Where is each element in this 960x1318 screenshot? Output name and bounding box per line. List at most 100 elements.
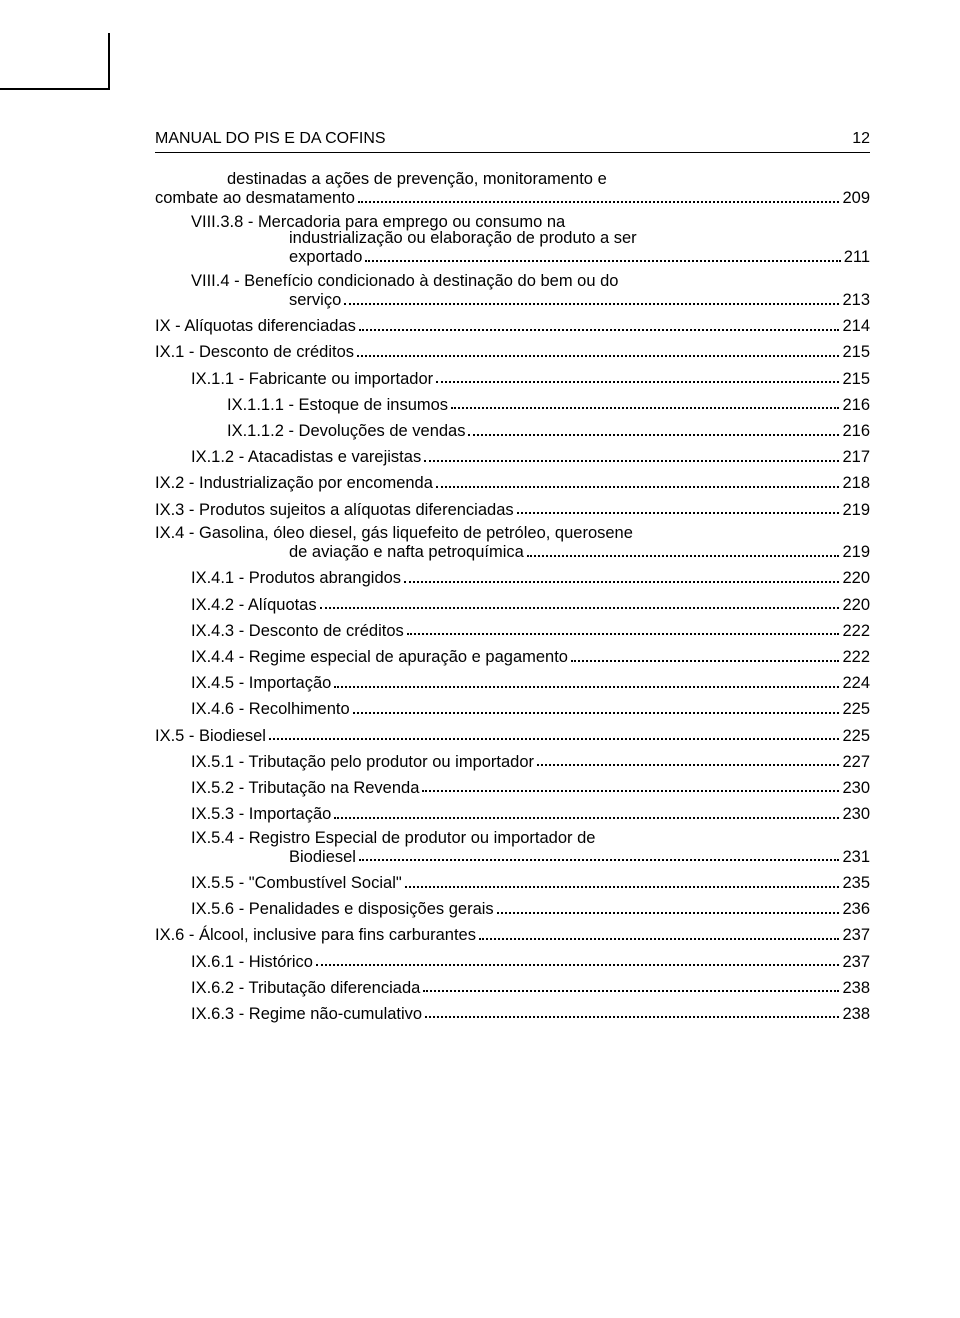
toc-entry-label: IX.1.1 - Fabricante ou importador xyxy=(191,371,433,388)
toc-entry: IX.5.4 - Registro Especial de produtor o… xyxy=(155,830,870,847)
toc-entry-label: industrialização ou elaboração de produt… xyxy=(289,230,637,247)
toc-entry-label: IX.6.2 - Tributação diferenciada xyxy=(191,980,420,997)
toc-entry: exportado 211 xyxy=(155,247,870,266)
toc-entry-label: IX.5.6 - Penalidades e disposições gerai… xyxy=(191,901,494,918)
toc-entry-label: IX.1.2 - Atacadistas e varejistas xyxy=(191,449,421,466)
toc-entry-page: 222 xyxy=(842,649,870,666)
toc-entry: IX.5.1 - Tributação pelo produtor ou imp… xyxy=(155,751,870,770)
toc-entry-page: 215 xyxy=(842,344,870,361)
toc-dot-leader xyxy=(425,1003,839,1018)
toc-entry-page: 224 xyxy=(842,675,870,692)
table-of-contents: destinadas a ações de prevenção, monitor… xyxy=(155,171,870,1022)
crop-mark xyxy=(0,48,110,90)
toc-entry-label: VIII.4 - Benefício condicionado à destin… xyxy=(191,273,618,290)
toc-entry: IX.2 - Industrialização por encomenda218 xyxy=(155,473,870,492)
toc-entry: IX.6.3 - Regime não-cumulativo238 xyxy=(155,1003,870,1022)
toc-dot-leader xyxy=(359,316,840,331)
toc-dot-leader xyxy=(344,289,839,304)
toc-entry-page: 219 xyxy=(842,502,870,519)
toc-entry-label: combate ao desmatamento xyxy=(155,190,355,207)
toc-entry-label: IX.4.5 - Importação xyxy=(191,675,331,692)
toc-entry-page: 213 xyxy=(842,292,870,309)
toc-entry-label: IX.4 - Gasolina, óleo diesel, gás liquef… xyxy=(155,525,633,542)
toc-dot-leader xyxy=(334,803,839,818)
toc-entry-page: 220 xyxy=(842,570,870,587)
toc-entry-page: 211 xyxy=(844,249,870,266)
toc-entry: IX.3 - Produtos sujeitos a alíquotas dif… xyxy=(155,499,870,518)
toc-entry-label: IX.4.6 - Recolhimento xyxy=(191,701,350,718)
toc-entry-label: IX.1.1.2 - Devoluções de vendas xyxy=(227,423,465,440)
toc-entry: IX.1.2 - Atacadistas e varejistas217 xyxy=(155,447,870,466)
toc-entry: IX.1 - Desconto de créditos 215 xyxy=(155,342,870,361)
toc-entry-label: IX - Alíquotas diferenciadas xyxy=(155,318,356,335)
toc-entry: IX.4.1 - Produtos abrangidos220 xyxy=(155,568,870,587)
toc-entry: IX.1.1 - Fabricante ou importador 215 xyxy=(155,368,870,387)
toc-dot-leader xyxy=(571,646,839,661)
toc-entry: IX.4.5 - Importação 224 xyxy=(155,673,870,692)
toc-entry-label: IX.5.2 - Tributação na Revenda xyxy=(191,780,419,797)
toc-dot-leader xyxy=(537,751,839,766)
toc-entry-page: 215 xyxy=(842,371,870,388)
toc-dot-leader xyxy=(423,977,839,992)
toc-entry: IX.6.2 - Tributação diferenciada 238 xyxy=(155,977,870,996)
toc-entry-label: exportado xyxy=(289,249,362,266)
toc-entry-page: 214 xyxy=(842,318,870,335)
toc-dot-leader xyxy=(497,899,840,914)
toc-dot-leader xyxy=(358,188,840,203)
toc-entry-label: Biodiesel xyxy=(289,849,356,866)
toc-entry-label: IX.5.5 - "Combustível Social" xyxy=(191,875,402,892)
toc-entry-label: IX.4.3 - Desconto de créditos xyxy=(191,623,404,640)
toc-entry-page: 227 xyxy=(842,754,870,771)
toc-dot-leader xyxy=(320,594,840,609)
toc-entry-page: 237 xyxy=(842,954,870,971)
toc-entry: IX.1.1.2 - Devoluções de vendas 216 xyxy=(155,420,870,439)
toc-entry-label: IX.1 - Desconto de créditos xyxy=(155,344,354,361)
toc-dot-leader xyxy=(404,568,839,583)
toc-entry-page: 216 xyxy=(842,397,870,414)
toc-dot-leader xyxy=(407,620,840,635)
toc-dot-leader xyxy=(424,447,839,462)
running-header: MANUAL DO PIS E DA COFINS 12 xyxy=(155,130,870,153)
toc-entry: IX.5 - Biodiesel 225 xyxy=(155,725,870,744)
header-title: MANUAL DO PIS E DA COFINS xyxy=(155,130,842,148)
toc-entry-label: IX.4.2 - Alíquotas xyxy=(191,597,317,614)
toc-entry-page: 225 xyxy=(842,701,870,718)
toc-entry: Biodiesel231 xyxy=(155,846,870,865)
toc-dot-leader xyxy=(436,368,839,383)
toc-entry-page: 237 xyxy=(842,927,870,944)
toc-dot-leader xyxy=(334,673,839,688)
toc-entry-page: 216 xyxy=(842,423,870,440)
toc-entry-page: 218 xyxy=(842,475,870,492)
toc-entry-page: 230 xyxy=(842,780,870,797)
toc-entry: industrialização ou elaboração de produt… xyxy=(155,230,870,247)
toc-entry-page: 209 xyxy=(842,190,870,207)
toc-entry-label: IX.6.1 - Histórico xyxy=(191,954,313,971)
toc-entry-label: serviço xyxy=(289,292,341,309)
toc-entry-label: VIII.3.8 - Mercadoria para emprego ou co… xyxy=(191,214,565,231)
toc-dot-leader xyxy=(316,951,840,966)
toc-entry: serviço 213 xyxy=(155,289,870,308)
toc-entry: IX.5.5 - "Combustível Social" 235 xyxy=(155,872,870,891)
toc-entry-page: 220 xyxy=(842,597,870,614)
toc-entry: destinadas a ações de prevenção, monitor… xyxy=(155,171,870,188)
toc-entry: IX.5.3 - Importação230 xyxy=(155,803,870,822)
toc-entry: IX.6.1 - Histórico 237 xyxy=(155,951,870,970)
toc-entry-page: 230 xyxy=(842,806,870,823)
toc-entry-label: IX.5 - Biodiesel xyxy=(155,728,266,745)
toc-entry: IX.1.1.1 - Estoque de insumos 216 xyxy=(155,394,870,413)
toc-entry-page: 238 xyxy=(842,1006,870,1023)
toc-entry: IX - Alíquotas diferenciadas 214 xyxy=(155,316,870,335)
toc-entry-page: 235 xyxy=(842,875,870,892)
toc-entry-page: 238 xyxy=(842,980,870,997)
toc-dot-leader xyxy=(405,872,840,887)
toc-entry: VIII.3.8 - Mercadoria para emprego ou co… xyxy=(155,214,870,231)
toc-entry: IX.4.3 - Desconto de créditos222 xyxy=(155,620,870,639)
toc-entry-label: IX.3 - Produtos sujeitos a alíquotas dif… xyxy=(155,502,514,519)
toc-dot-leader xyxy=(468,420,839,435)
toc-entry-page: 225 xyxy=(842,728,870,745)
toc-entry-label: IX.1.1.1 - Estoque de insumos xyxy=(227,397,448,414)
toc-entry: IX.4 - Gasolina, óleo diesel, gás liquef… xyxy=(155,525,870,542)
toc-entry: IX.4.2 - Alíquotas 220 xyxy=(155,594,870,613)
content-area: MANUAL DO PIS E DA COFINS 12 destinadas … xyxy=(155,130,870,1029)
toc-entry-page: 236 xyxy=(842,901,870,918)
